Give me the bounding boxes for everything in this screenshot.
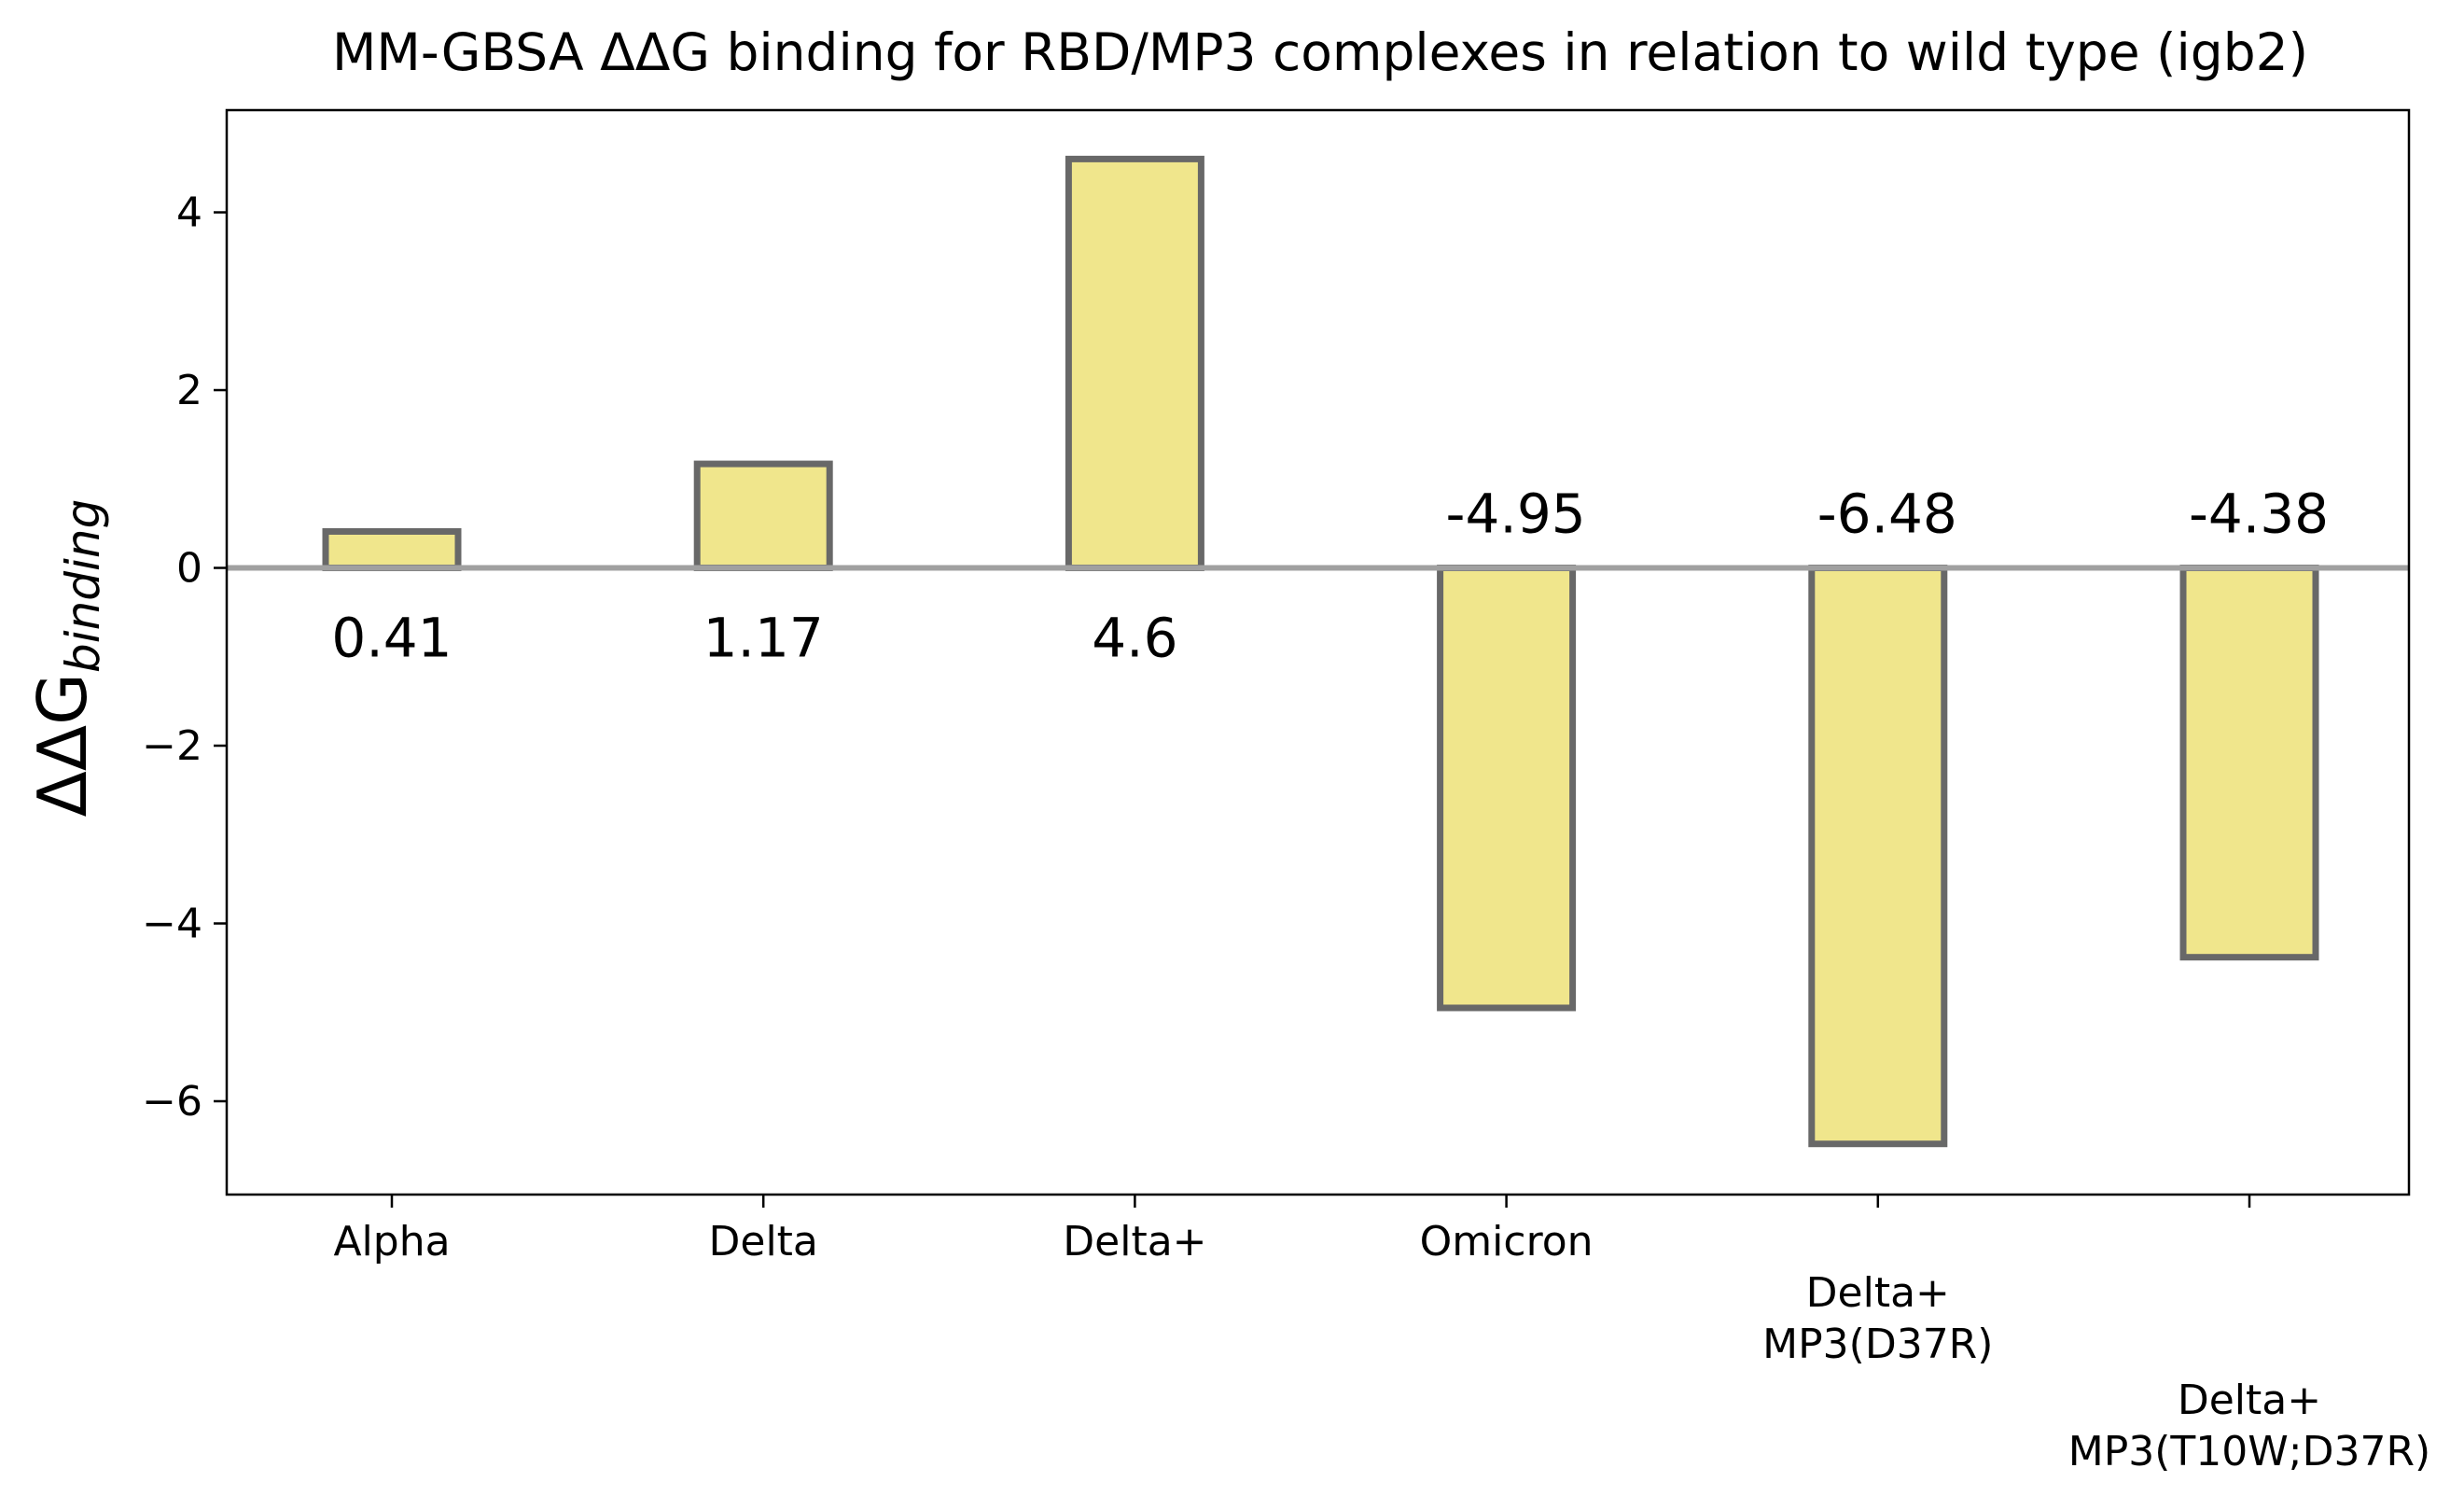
x-tick-label: Alpha (333, 1218, 450, 1265)
data-label: 4.6 (1092, 607, 1177, 670)
data-label: -6.48 (1817, 482, 1957, 546)
bar (1808, 565, 1948, 1148)
y-tick-label: 4 (176, 189, 202, 237)
y-axis-label-subscript: binding (56, 499, 110, 673)
x-tick-label: Delta+ (1063, 1218, 1206, 1265)
chart-title: MM-GBSA ΔΔG binding for RBD/MP3 complexe… (332, 22, 2308, 82)
y-tick-label: −6 (142, 1078, 202, 1125)
bar (1437, 565, 1577, 1012)
x-tick-label: Omicron (1420, 1218, 1594, 1265)
x-tick-label-line2: MP3(D37R) (1762, 1321, 1993, 1368)
x-tick-label-line2: MP3(T10W;D37R) (2068, 1428, 2430, 1475)
data-label: -4.95 (1446, 482, 1586, 546)
x-tick-label: Delta+ (2178, 1377, 2321, 1424)
data-label: -4.38 (2189, 482, 2329, 546)
plot-frame (225, 108, 2411, 1196)
x-tick-label: Delta+ (1806, 1269, 1950, 1317)
y-tick-label: 0 (176, 545, 202, 593)
bar (1065, 155, 1204, 572)
y-tick-label: −4 (142, 901, 202, 948)
y-axis-label: ΔΔGbinding (23, 499, 110, 818)
y-tick-label: −2 (142, 722, 202, 770)
y-tick-label: 2 (176, 367, 202, 414)
y-axis-label-main: ΔΔG (23, 673, 102, 817)
data-label: 1.17 (703, 607, 824, 670)
bar (693, 460, 833, 572)
bar (2179, 565, 2319, 961)
x-tick-label: Delta (709, 1218, 818, 1265)
bar (322, 527, 462, 572)
svg-text:ΔΔGbinding: ΔΔGbinding (23, 499, 110, 818)
data-label: 0.41 (331, 607, 452, 670)
